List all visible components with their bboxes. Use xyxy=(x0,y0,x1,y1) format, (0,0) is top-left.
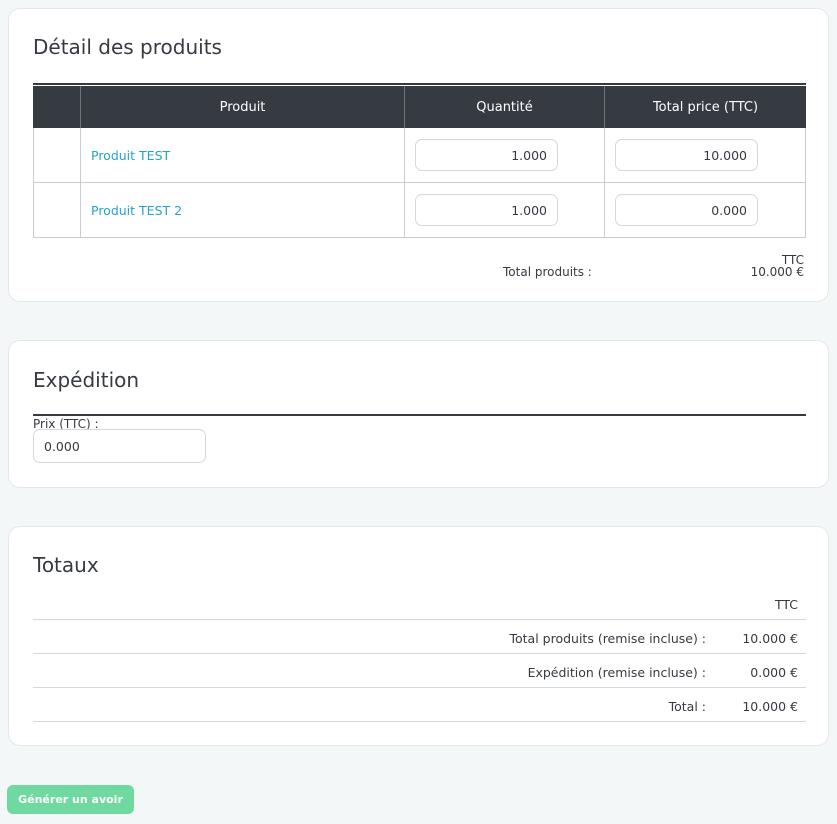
products-table-header: Produit Quantité Total price (TTC) xyxy=(33,86,806,128)
products-total-label: Total produits : xyxy=(503,265,592,279)
column-header-empty xyxy=(33,86,81,128)
total-price-input[interactable] xyxy=(615,194,758,226)
totals-section-title: Totaux xyxy=(33,553,99,577)
generate-credit-note-button[interactable]: Générer un avoir xyxy=(7,785,134,814)
totals-ttc-label: TTC xyxy=(774,597,798,612)
products-detail-card: Détail des produits Produit Quantité Tot… xyxy=(8,8,829,302)
shipping-price-label: Prix (TTC) : xyxy=(33,417,99,431)
totals-line-products: Total produits (remise incluse) : 10.000… xyxy=(33,619,806,654)
table-row: Produit TEST 2 xyxy=(33,183,806,238)
shipping-price-input[interactable] xyxy=(33,429,206,463)
shipping-divider xyxy=(33,414,806,416)
shipping-section-title: Expédition xyxy=(33,368,140,392)
column-header-total-price: Total price (TTC) xyxy=(652,99,759,115)
totals-line-label: Total : xyxy=(668,699,706,714)
products-table: Produit Quantité Total price (TTC) Produ… xyxy=(33,83,806,238)
totals-line-value: 0.000 € xyxy=(750,665,798,680)
product-cell: Produit TEST xyxy=(81,128,405,182)
table-row: Produit TEST xyxy=(33,128,806,183)
column-header-quantity: Quantité xyxy=(405,86,605,128)
products-ttc-label: TTC xyxy=(781,253,804,267)
product-link[interactable]: Produit TEST 2 xyxy=(91,202,183,218)
totals-line-shipping: Expédition (remise incluse) : 0.000 € xyxy=(33,653,806,688)
totals-line-value: 10.000 € xyxy=(742,699,798,714)
quantity-cell xyxy=(405,183,605,237)
totals-header-line: TTC xyxy=(33,585,806,620)
totals-line-label: Total produits (remise incluse) : xyxy=(509,631,706,646)
quantity-input[interactable] xyxy=(415,139,558,171)
totals-line-value: 10.000 € xyxy=(742,631,798,646)
totals-card: Totaux TTC Total produits (remise inclus… xyxy=(8,526,829,746)
total-price-cell xyxy=(605,183,805,237)
totals-line-grand-total: Total : 10.000 € xyxy=(33,687,806,722)
shipping-card: Expédition Prix (TTC) : xyxy=(8,340,829,488)
quantity-cell xyxy=(405,128,605,182)
row-empty-cell xyxy=(34,128,81,182)
column-header-product: Produit xyxy=(81,86,405,128)
total-price-cell xyxy=(605,128,805,182)
product-link[interactable]: Produit TEST xyxy=(91,147,171,163)
products-section-title: Détail des produits xyxy=(33,35,222,59)
row-empty-cell xyxy=(34,183,81,237)
totals-line-label: Expédition (remise incluse) : xyxy=(527,665,706,680)
products-total-value: 10.000 € xyxy=(750,265,804,279)
product-cell: Produit TEST 2 xyxy=(81,183,405,237)
total-price-input[interactable] xyxy=(615,139,758,171)
quantity-input[interactable] xyxy=(415,194,558,226)
